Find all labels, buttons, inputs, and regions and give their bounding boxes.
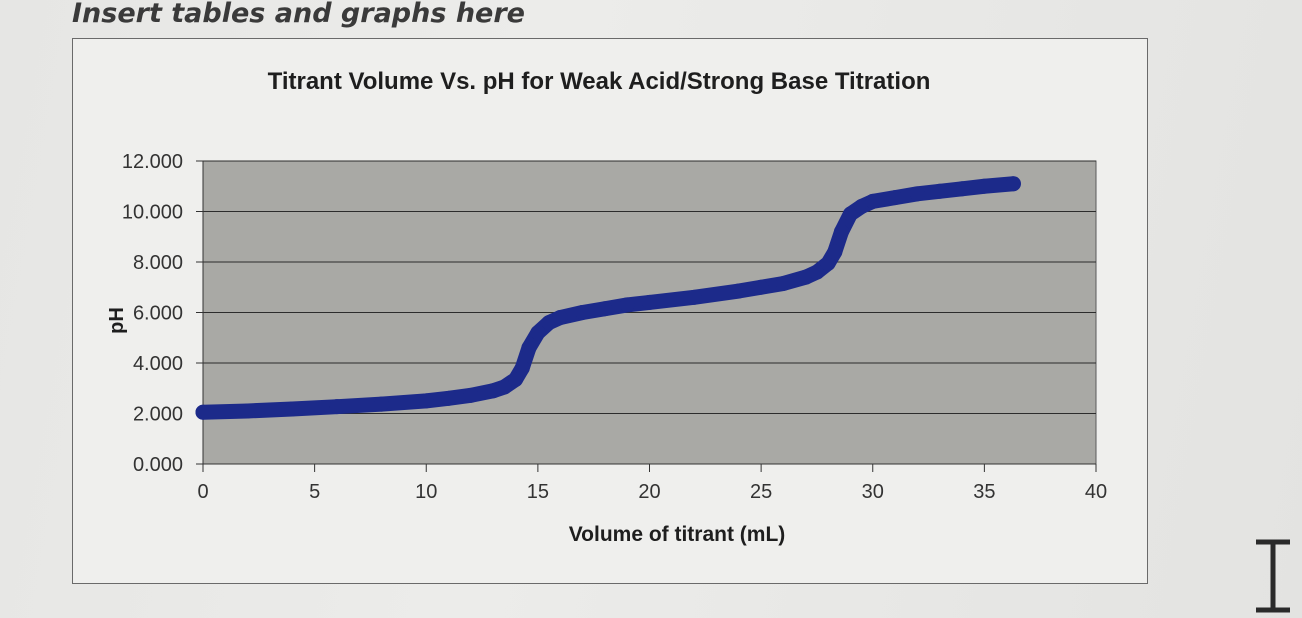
- x-tick-label: 35: [973, 481, 995, 503]
- data-point: [541, 315, 557, 331]
- data-point: [514, 360, 530, 376]
- data-point: [1005, 176, 1021, 192]
- y-tick-label: 0.000: [133, 454, 183, 476]
- text-cursor-icon: [1256, 539, 1290, 613]
- x-tick-label: 10: [415, 481, 437, 503]
- data-point: [521, 340, 537, 356]
- x-tick-label: 40: [1085, 481, 1107, 503]
- data-point: [775, 275, 791, 291]
- x-tick-label: 15: [527, 481, 549, 503]
- gridlines: [203, 160, 1096, 414]
- data-point: [575, 305, 591, 320]
- x-tick-label: 25: [750, 481, 772, 503]
- data-point: [463, 387, 479, 403]
- y-tick-label: 4.000: [133, 353, 183, 375]
- data-point: [284, 401, 300, 417]
- data-point: [240, 403, 256, 419]
- x-tick-label: 30: [862, 481, 884, 503]
- data-point: [932, 183, 948, 199]
- data-point: [597, 301, 613, 317]
- data-point: [809, 264, 825, 280]
- y-tick-label: 6.000: [133, 303, 183, 325]
- chart-title: Titrant Volume Vs. pH for Weak Acid/Stro…: [268, 68, 931, 95]
- document-heading: Insert tables and graphs here: [72, 0, 525, 29]
- y-axis-label: pH: [106, 307, 128, 334]
- data-point: [642, 294, 657, 310]
- data-point: [686, 289, 702, 305]
- data-point: [798, 269, 814, 285]
- data-point: [976, 178, 992, 194]
- data-point: [195, 404, 211, 420]
- x-axis-ticks: 0 5 10 15 20 25 30 35 40: [197, 481, 1107, 503]
- x-tick-label: 0: [197, 481, 208, 503]
- data-point: [854, 198, 870, 214]
- data-point: [441, 390, 457, 406]
- data-point: [418, 393, 434, 409]
- data-point: [329, 399, 345, 415]
- titration-chart: Titrant Volume Vs. pH for Weak Acid/Stro…: [106, 68, 1107, 546]
- y-tick-label: 12.000: [122, 151, 183, 173]
- y-tick-label: 10.000: [122, 202, 183, 224]
- chart-frame: Titrant Volume Vs. pH for Weak Acid/Stro…: [72, 38, 1148, 584]
- x-tick-label: 20: [638, 481, 660, 503]
- series-group: [195, 176, 1021, 420]
- data-point: [552, 310, 568, 326]
- data-point: [833, 224, 849, 240]
- data-point: [820, 255, 836, 271]
- data-point: [619, 297, 635, 313]
- data-point: [909, 186, 925, 202]
- y-axis-ticks: 0.000 2.000 4.000 6.000 8.000 10.000 12.000: [122, 151, 183, 476]
- data-point: [753, 279, 769, 295]
- y-tick-label: 2.000: [133, 404, 183, 426]
- data-point: [496, 379, 512, 395]
- data-point: [865, 193, 881, 209]
- data-point: [731, 283, 747, 299]
- data-point: [887, 190, 903, 206]
- x-tick-label: 5: [309, 481, 320, 503]
- data-point: [374, 396, 390, 412]
- y-tick-label: 8.000: [133, 252, 183, 274]
- data-point: [530, 325, 546, 341]
- data-point: [842, 206, 858, 222]
- x-axis-label: Volume of titrant (mL): [569, 523, 786, 546]
- data-point: [827, 244, 843, 260]
- data-point: [954, 181, 970, 197]
- data-point: [508, 371, 524, 387]
